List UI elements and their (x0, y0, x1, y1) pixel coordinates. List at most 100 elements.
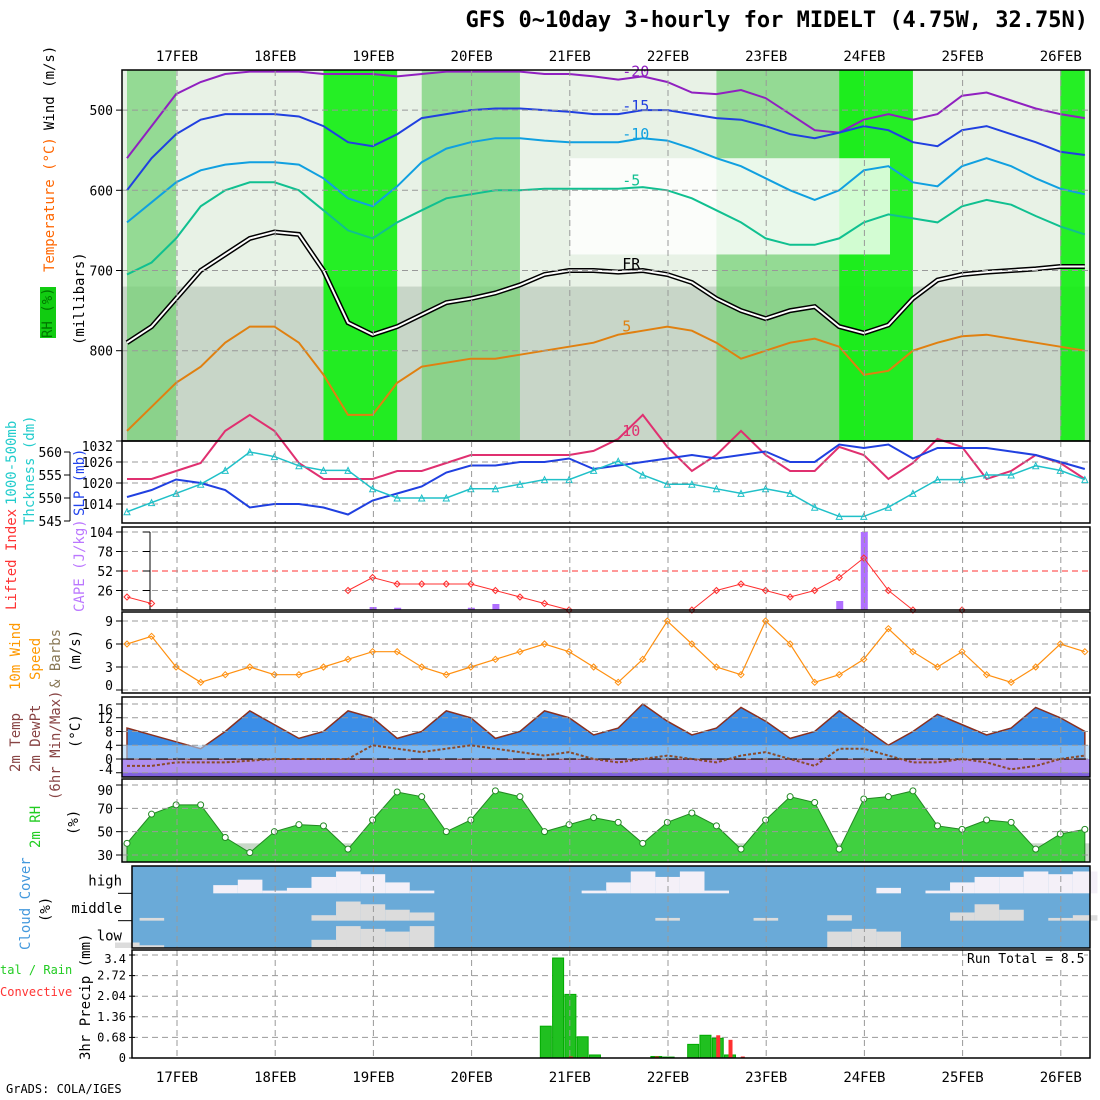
bottom-day-label: 19FEB (352, 1070, 394, 1086)
cloud-low-bar (115, 942, 140, 948)
temp-label-2: 2m DewPt (28, 704, 44, 772)
thickness-marker (172, 489, 180, 497)
precip-total-bar (564, 993, 577, 1059)
li-label: Lifted Index (4, 508, 20, 610)
isotherm-10 (127, 413, 1086, 481)
cloud-middle-bar (311, 915, 337, 921)
rh-marker (884, 793, 892, 801)
cloud-label: Cloud Cover (18, 857, 34, 950)
wind-speed-marker (442, 670, 450, 679)
li-marker (712, 586, 721, 595)
rh-marker (1007, 818, 1015, 826)
isotherm--15-label: -15 (622, 97, 649, 115)
cross-section-low-moisture (122, 286, 1090, 441)
thickness-marker (467, 484, 475, 493)
isotherm-FR-label: FR (622, 255, 641, 273)
cross-y-label: 800 (90, 345, 113, 360)
top-day-label: 25FEB (942, 49, 984, 65)
cloud-middle-bar (139, 917, 165, 921)
li-marker (516, 593, 524, 601)
wind-speed-marker (860, 655, 868, 664)
wind-speed-marker (933, 663, 942, 671)
precip-convective-bar (654, 1056, 659, 1058)
cloud-high-bar (360, 874, 386, 894)
thickness-marker (638, 470, 647, 479)
run-total: Run Total = 8.5 (967, 952, 1085, 967)
cloud-high-bar (655, 876, 680, 894)
isotherm--5 (126, 181, 1086, 276)
rh-marker (1032, 845, 1040, 853)
wind-speed-marker (491, 655, 500, 664)
thickness-marker (491, 484, 500, 493)
thickness-marker (933, 475, 942, 484)
wind-speed-marker (368, 647, 377, 656)
wind-speed-marker (123, 640, 131, 648)
li-marker (491, 586, 500, 595)
bottom-day-label: 26FEB (1040, 1070, 1082, 1086)
thickness-y-label: 560 (39, 446, 62, 461)
rh-marker (958, 825, 966, 833)
li-marker (884, 586, 893, 595)
top-day-label: 20FEB (451, 49, 493, 65)
wind-speed-marker (1032, 663, 1040, 671)
bottom-day-label: 20FEB (451, 1070, 493, 1086)
rh-marker (639, 839, 647, 847)
top-day-label: 21FEB (549, 49, 591, 65)
cloud-high-bar (630, 871, 656, 894)
dewpoint-line (127, 744, 1085, 771)
bottom-day-label: 22FEB (647, 1070, 689, 1086)
rh-band (1060, 70, 1085, 441)
wind-speed-marker (565, 647, 573, 656)
wind-speed-marker (688, 640, 696, 648)
cloud-middle-bar (409, 912, 435, 921)
wind-speed-marker (786, 640, 794, 648)
cloud-bg (132, 866, 1090, 948)
bottom-day-label: 24FEB (843, 1070, 885, 1086)
cape-y-label: 26 (97, 585, 113, 600)
thickness-marker (123, 507, 131, 516)
li-marker (368, 573, 377, 582)
wind-speed-marker (393, 647, 401, 656)
rh-y-label: 30 (97, 849, 113, 864)
cross-units-label: (millibars) (72, 252, 88, 345)
thickness-y-label: 555 (39, 469, 62, 484)
wind-speed-marker (418, 663, 426, 671)
bottom-day-label: 21FEB (549, 1070, 591, 1086)
thickness-marker (589, 466, 598, 474)
thickness-marker (565, 475, 573, 484)
cloud-high-bar (311, 876, 337, 894)
below-minus4-band (122, 772, 1090, 777)
li-marker (540, 599, 549, 608)
thickness-marker (368, 484, 377, 493)
thickness-marker (393, 493, 401, 502)
wind-y-label: 9 (105, 615, 113, 630)
isotherm--15 (126, 107, 1085, 191)
precip-convective-bar (728, 1039, 733, 1058)
cross-wind-label: Wind (m/s) (42, 45, 58, 130)
wind-speed-marker (516, 647, 524, 656)
thickness-marker (614, 457, 623, 465)
cape-y-label: 78 (97, 546, 113, 561)
thickness-marker (295, 461, 303, 470)
cross-rh-label: RH (%) (40, 287, 56, 338)
rh-marker (442, 828, 450, 836)
precip-convective-bar (716, 1035, 721, 1058)
top-day-label: 23FEB (745, 49, 787, 65)
cloud-middle-bar (385, 909, 410, 921)
isotherm--5-label: -5 (622, 172, 640, 190)
cape-panel-frame (121, 526, 1091, 611)
thickness-marker (663, 480, 672, 488)
precip-total-bar (699, 1034, 712, 1059)
isotherm-5-label: 5 (622, 318, 631, 336)
thickness-marker (982, 470, 991, 479)
thickness-marker (1081, 475, 1089, 484)
rh-band (839, 70, 913, 441)
rh-y-label: 50 (97, 826, 113, 841)
thickness-marker (516, 480, 524, 488)
li-marker (123, 593, 131, 601)
temp-y-label: -4 (97, 763, 113, 778)
cloud-middle-bar (974, 904, 1000, 921)
cloud-low-bar (385, 931, 410, 948)
rh-marker (614, 818, 622, 826)
